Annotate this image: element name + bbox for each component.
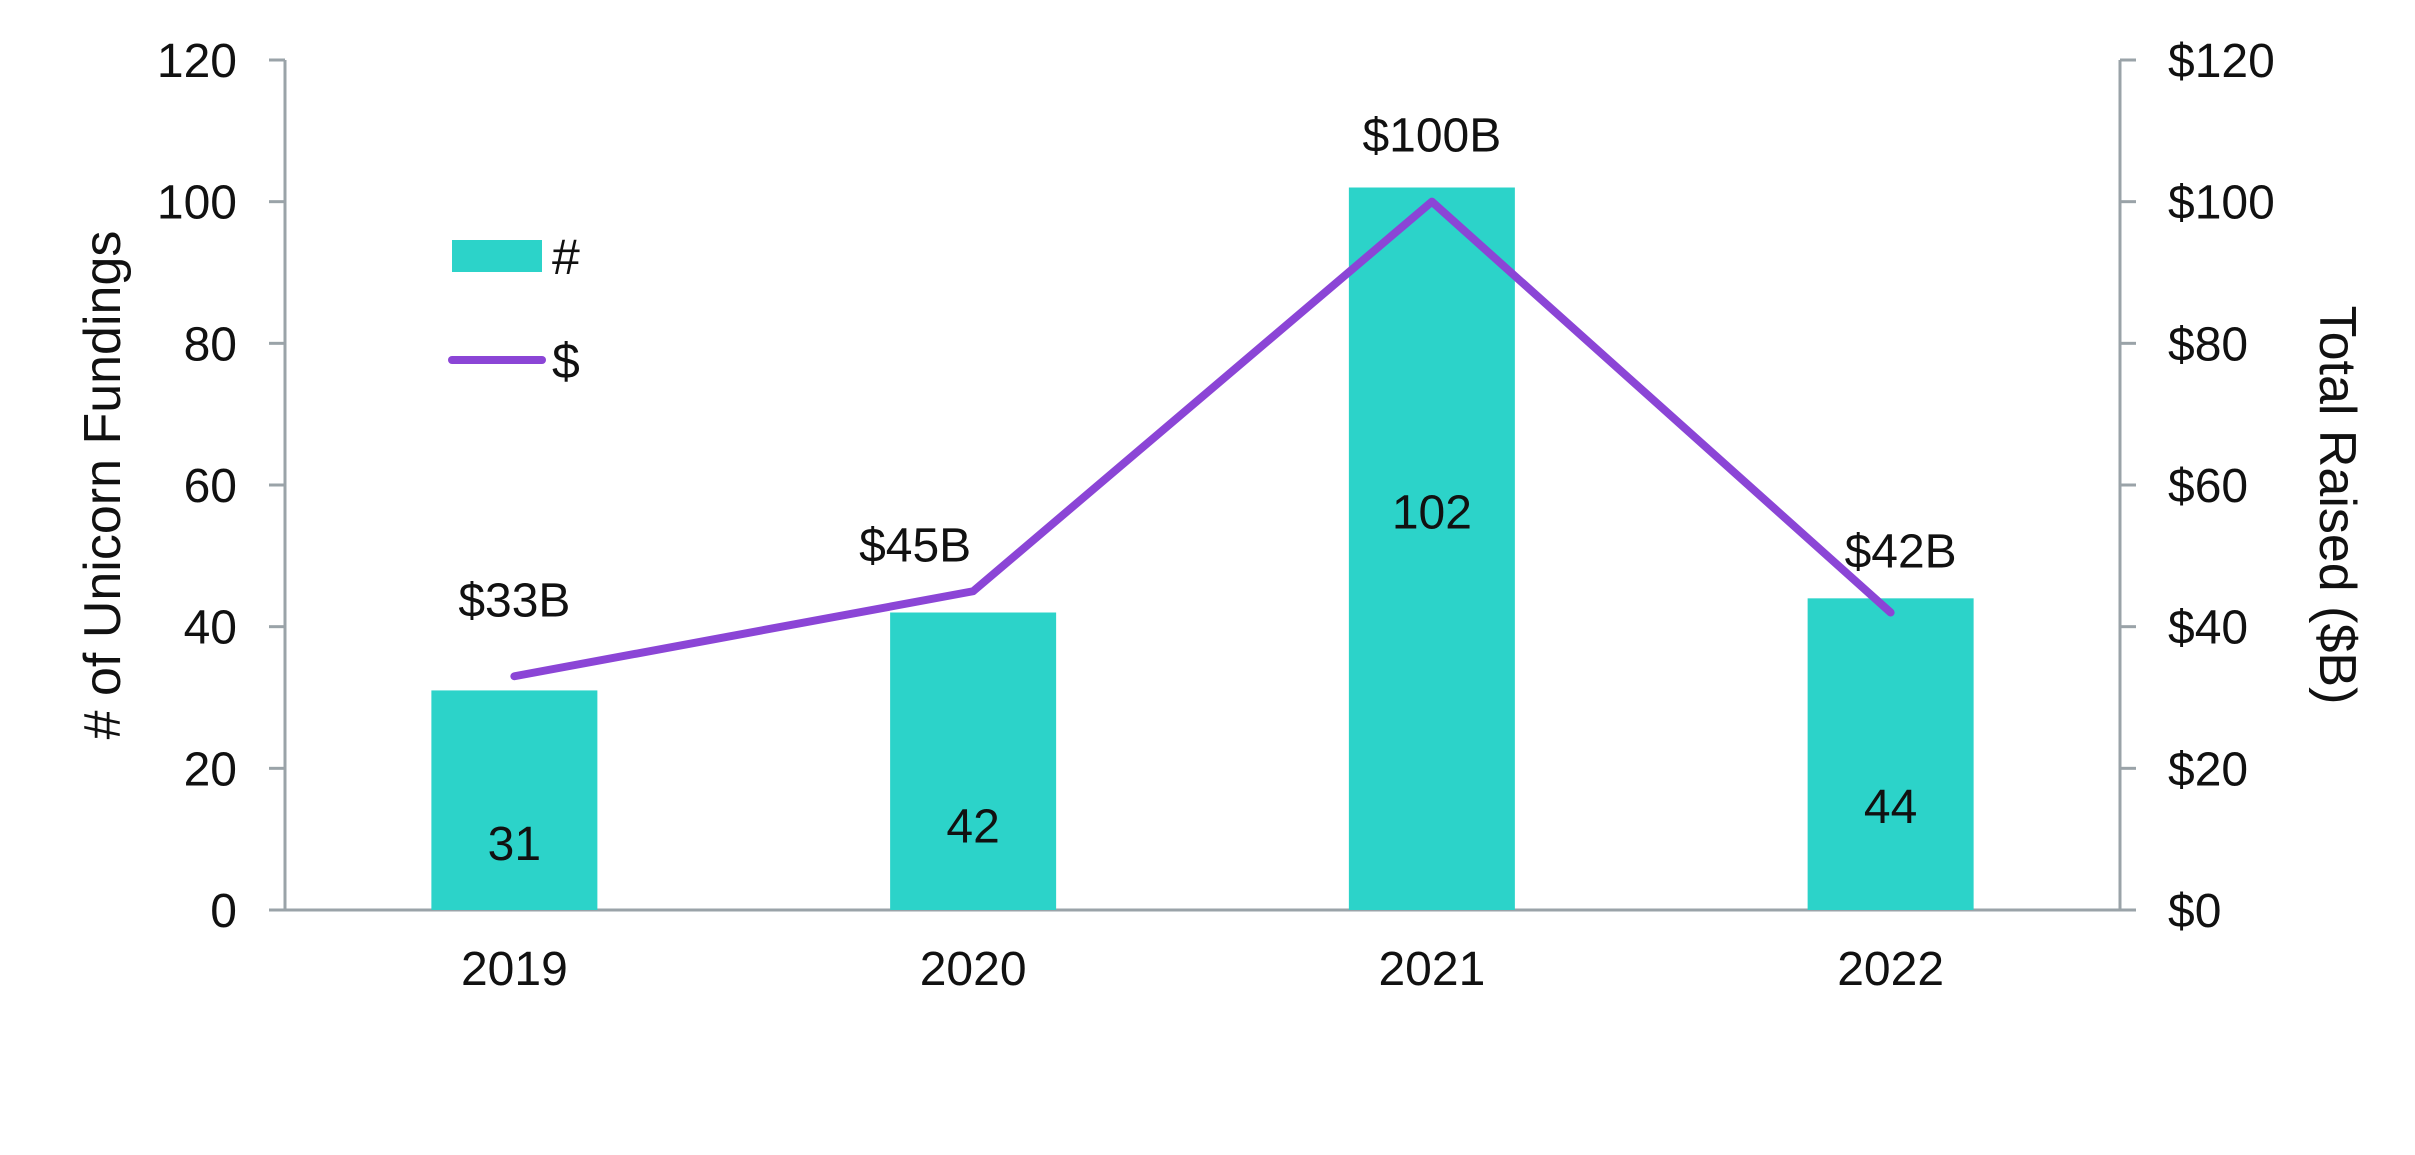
legend-label-bar: # xyxy=(552,229,580,285)
x-axis-tick-label: 2019 xyxy=(461,943,568,996)
data-labels: 31 42 102 44 $33B $45B $100B $42B xyxy=(458,110,1956,871)
left-axis-title: # of Unicorn Fundings xyxy=(74,231,132,740)
right-axis-tick-label: $40 xyxy=(2168,602,2248,655)
x-axis-tick-label: 2020 xyxy=(920,943,1027,996)
x-axis-tick-label: 2021 xyxy=(1378,943,1485,996)
left-axis-tick-label: 40 xyxy=(184,602,237,655)
bar-2021 xyxy=(1348,187,1515,910)
axes: 0 $0 20 $20 40 $40 60 $60 80 $80 100 $100 120 $120 201… xyxy=(74,35,2366,996)
right-axis-title: Total Raised ($B) xyxy=(2308,306,2366,705)
left-axis-tick-label: 60 xyxy=(184,460,237,513)
legend-label-line: $ xyxy=(552,333,580,389)
line-value-label: $33B xyxy=(458,574,570,627)
left-axis-tick-label: 20 xyxy=(184,743,237,796)
line-value-label: $45B xyxy=(859,519,971,572)
left-axis-tick-label: 120 xyxy=(157,35,237,88)
legend-swatch-bar xyxy=(452,240,542,272)
right-axis-tick-label: $60 xyxy=(2168,460,2248,513)
right-axis-tick-label: $20 xyxy=(2168,743,2248,796)
right-axis-tick-label: $0 xyxy=(2168,885,2221,938)
right-axis-tick-label: $120 xyxy=(2168,35,2275,88)
line-value-label: $100B xyxy=(1362,110,1501,163)
bar-value-label: 31 xyxy=(488,818,541,871)
bar-series xyxy=(431,187,1974,910)
line-path xyxy=(510,197,1895,681)
bar-2022 xyxy=(1807,598,1974,910)
line-series xyxy=(510,197,1895,681)
legend: #$ xyxy=(448,229,580,389)
left-axis-tick-label: 0 xyxy=(210,885,237,938)
bar-value-label: 42 xyxy=(946,801,999,854)
left-axis-tick-label: 80 xyxy=(184,318,237,371)
left-axis-tick-label: 100 xyxy=(157,177,237,230)
right-axis-tick-label: $80 xyxy=(2168,318,2248,371)
line-value-label: $42B xyxy=(1845,526,1957,579)
bar-value-label: 44 xyxy=(1864,781,1917,834)
bar-2020 xyxy=(890,612,1057,910)
bar-value-label: 102 xyxy=(1392,487,1472,540)
right-axis-tick-label: $100 xyxy=(2168,177,2275,230)
x-axis-tick-label: 2022 xyxy=(1837,943,1944,996)
bar-2019 xyxy=(431,690,598,910)
